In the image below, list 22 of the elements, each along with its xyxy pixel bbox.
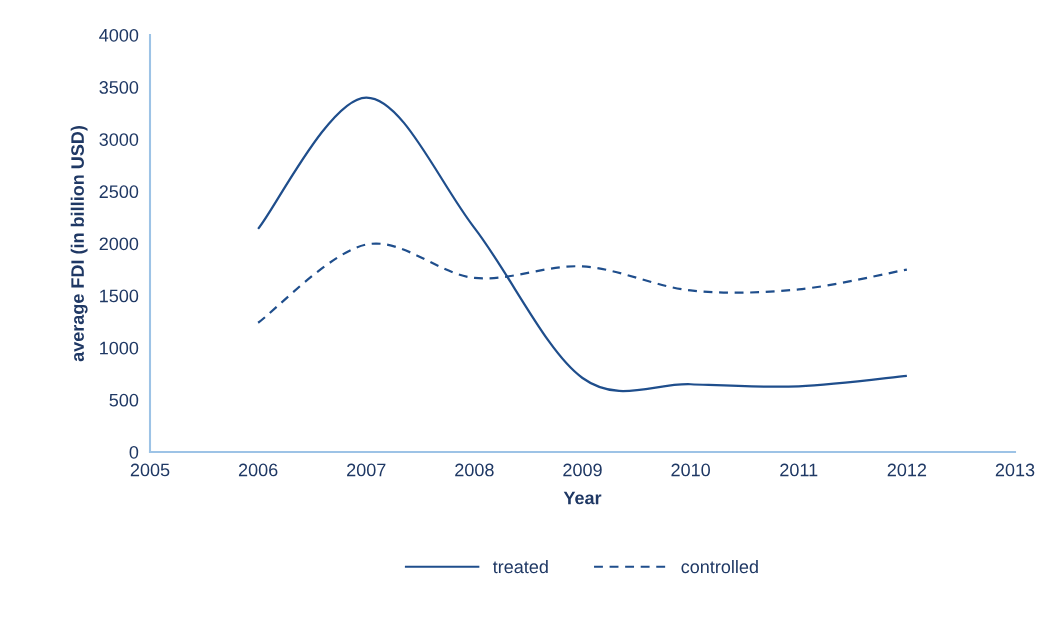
x-tick-label: 2011: [780, 463, 818, 477]
x-tick-label: 2008: [455, 463, 494, 477]
y-tick-label: 1500: [100, 289, 139, 303]
y-tick-label: 3500: [99, 81, 139, 94]
y-tick-label: 1000: [100, 341, 139, 355]
x-axis-title: Year: [563, 491, 602, 505]
y-tick-label: 2000: [99, 237, 139, 251]
y-tick-label: 0: [129, 445, 139, 459]
y-tick-label: 3000: [99, 133, 139, 146]
y-tick-label: 4000: [99, 28, 139, 42]
y-axis-title: average FDI (in billion USD): [70, 126, 88, 362]
legend-label: controlled: [681, 559, 758, 574]
x-tick-label: 2007: [347, 463, 386, 477]
y-tick-label: 500: [109, 393, 139, 407]
x-tick-label: 2013: [995, 463, 1035, 477]
legend-label: treated: [492, 559, 548, 574]
x-tick-label: 2010: [671, 463, 710, 477]
x-tick-label: 2005: [130, 463, 170, 477]
x-tick-label: 2009: [563, 463, 602, 477]
y-tick-label: 2500: [99, 185, 139, 199]
x-tick-label: 2006: [238, 463, 278, 477]
x-tick-label: 2012: [887, 463, 927, 477]
